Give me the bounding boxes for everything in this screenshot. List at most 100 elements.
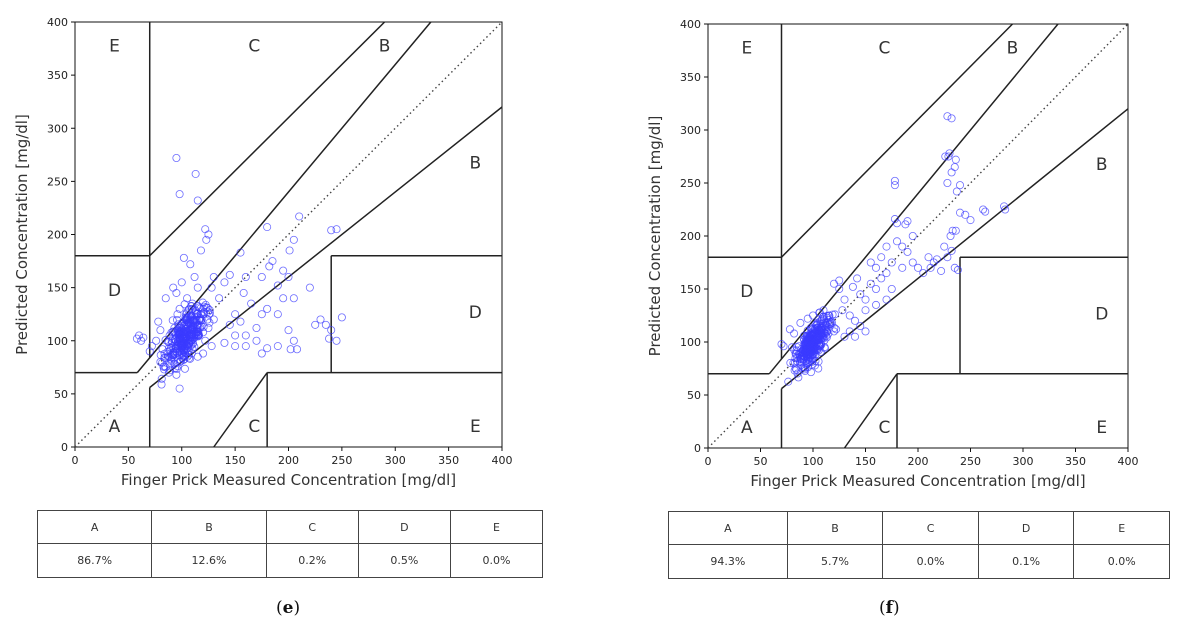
data-point — [204, 230, 213, 239]
data-point — [157, 374, 166, 383]
data-point — [187, 315, 196, 324]
x-tick-label: 250 — [331, 454, 352, 467]
data-point — [861, 306, 870, 315]
data-point — [172, 344, 181, 353]
data-point — [193, 352, 202, 361]
x-tick-label: 0 — [705, 455, 712, 468]
zone-header-d: D — [977, 511, 1075, 545]
data-point — [191, 169, 200, 178]
data-point — [887, 284, 896, 293]
data-point — [822, 326, 831, 335]
data-point — [279, 294, 288, 303]
zone-header-c: C — [882, 511, 979, 545]
data-point — [908, 258, 917, 267]
data-point — [241, 272, 250, 281]
y-tick-label: 0 — [694, 442, 701, 455]
data-point — [175, 190, 184, 199]
clarke-error-grid-f: 0 50 100 150 200 250 300 350 400 0 50 100 150 200 250 3… — [646, 18, 1139, 490]
panel-f: 0 50 100 150 200 250 300 350 400 0 50 100 150 200 250 3… — [592, 0, 1184, 637]
data-point — [821, 318, 830, 327]
data-point — [204, 310, 213, 319]
data-point — [173, 310, 182, 319]
data-point — [898, 263, 907, 272]
data-point — [265, 262, 274, 271]
x-tick-label: 200 — [908, 455, 929, 468]
data-point — [183, 294, 192, 303]
data-point — [173, 362, 182, 371]
data-point — [903, 247, 912, 256]
data-point — [892, 219, 901, 228]
y-tick-label: 300 — [680, 124, 701, 137]
data-point — [252, 323, 261, 332]
x-tick-label: 0 — [72, 454, 79, 467]
data-point — [951, 226, 960, 235]
data-point — [263, 223, 272, 232]
data-point — [804, 334, 813, 343]
data-point — [175, 335, 184, 344]
y-tick-label: 50 — [687, 389, 701, 402]
zone-label-e: E — [1096, 418, 1107, 438]
data-point — [961, 210, 970, 219]
x-tick-label: 50 — [754, 455, 768, 468]
data-point — [850, 332, 859, 341]
data-point — [981, 207, 990, 216]
data-point — [835, 276, 844, 285]
data-point — [829, 327, 838, 336]
panel-caption-letter: f — [885, 598, 893, 618]
data-point — [946, 231, 955, 240]
data-point — [156, 357, 165, 366]
data-point — [202, 235, 211, 244]
data-point — [207, 283, 216, 292]
data-point — [286, 345, 295, 354]
data-point — [871, 300, 880, 309]
data-point — [154, 317, 163, 326]
data-point — [198, 298, 207, 307]
data-point — [941, 152, 950, 161]
data-point — [186, 260, 195, 269]
data-point — [169, 354, 178, 363]
zone-header-e: E — [1073, 511, 1170, 545]
data-point — [196, 246, 205, 255]
data-point — [848, 282, 857, 291]
data-point — [172, 153, 181, 162]
data-point — [943, 112, 952, 121]
data-point — [180, 334, 189, 343]
data-point — [177, 278, 186, 287]
data-point — [188, 304, 197, 313]
data-point — [861, 327, 870, 336]
y-tick-label: 150 — [680, 283, 701, 296]
data-point — [165, 352, 174, 361]
data-point — [947, 114, 956, 123]
data-point — [257, 272, 266, 281]
data-point — [209, 272, 218, 281]
data-point — [950, 163, 959, 172]
data-point — [829, 279, 838, 288]
data-point — [180, 345, 189, 354]
data-point — [955, 208, 964, 217]
x-tick-label: 50 — [121, 454, 135, 467]
data-point — [926, 263, 935, 272]
data-point — [824, 311, 833, 320]
data-point — [209, 315, 218, 324]
x-tick-label: 350 — [1065, 455, 1086, 468]
data-point — [801, 343, 810, 352]
data-point — [263, 344, 272, 353]
data-point — [779, 342, 788, 351]
data-point — [913, 263, 922, 272]
data-point — [856, 322, 865, 331]
x-tick-label: 300 — [385, 454, 406, 467]
data-point — [236, 248, 245, 257]
zone-boundary-line — [780, 23, 1014, 258]
data-point — [193, 283, 202, 292]
x-tick-label: 100 — [171, 454, 192, 467]
data-point — [966, 216, 975, 225]
data-point — [247, 299, 256, 308]
zone-value-a: 94.3% — [668, 544, 788, 579]
panel-caption-e: (e) — [276, 598, 301, 618]
data-point — [799, 363, 808, 372]
data-point — [786, 358, 795, 367]
y-tick-label: 200 — [47, 229, 68, 242]
x-tick-label: 250 — [960, 455, 981, 468]
data-point — [337, 313, 346, 322]
data-point — [813, 323, 822, 332]
